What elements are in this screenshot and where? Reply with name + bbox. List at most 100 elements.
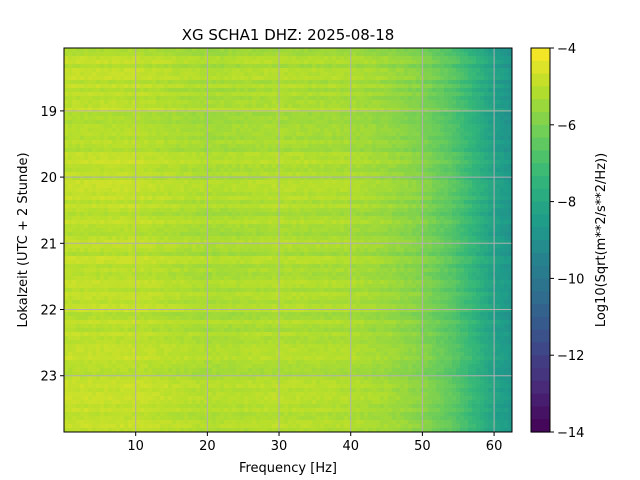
heatmap-cell <box>132 56 137 61</box>
heatmap-cell <box>352 188 357 193</box>
heatmap-cell <box>132 108 137 113</box>
heatmap-cell <box>212 120 217 125</box>
heatmap-cell <box>164 124 169 129</box>
heatmap-cell <box>120 60 125 65</box>
heatmap-cell <box>264 60 269 65</box>
heatmap-cell <box>404 196 409 201</box>
heatmap-cell <box>336 208 341 213</box>
heatmap-cell <box>380 80 385 85</box>
heatmap-cell <box>204 196 209 201</box>
heatmap-cell <box>264 76 269 81</box>
heatmap-cell <box>504 128 509 133</box>
heatmap-cell <box>180 88 185 93</box>
heatmap-cell <box>216 172 221 177</box>
heatmap-cell <box>368 92 373 97</box>
heatmap-cell <box>192 48 197 53</box>
heatmap-cell <box>372 196 377 201</box>
heatmap-cell <box>352 64 357 69</box>
heatmap-cell <box>308 216 313 221</box>
heatmap-cell <box>140 92 145 97</box>
heatmap-cell <box>316 72 321 77</box>
heatmap-cell <box>384 92 389 97</box>
heatmap-cell <box>192 156 197 161</box>
heatmap-cell <box>340 104 345 109</box>
heatmap-cell <box>156 128 161 133</box>
heatmap-cell <box>324 112 329 117</box>
heatmap-cell <box>476 96 481 101</box>
heatmap-cell <box>252 180 257 185</box>
heatmap-cell <box>184 148 189 153</box>
heatmap-cell <box>480 100 485 105</box>
heatmap-cell <box>444 176 449 181</box>
heatmap-cell <box>116 156 121 161</box>
heatmap-cell <box>120 128 125 133</box>
heatmap-cell <box>244 72 249 77</box>
heatmap-cell <box>416 60 421 65</box>
heatmap-cell <box>108 88 113 93</box>
heatmap-cell <box>476 88 481 93</box>
heatmap-cell <box>208 172 213 177</box>
heatmap-cell <box>308 100 313 105</box>
heatmap-cell <box>64 52 69 57</box>
heatmap-cell <box>112 68 117 73</box>
heatmap-cell <box>388 192 393 197</box>
heatmap-cell <box>364 48 369 53</box>
heatmap-cell <box>124 80 129 85</box>
heatmap-cell <box>192 88 197 93</box>
heatmap-cell <box>224 72 229 77</box>
heatmap-cell <box>372 76 377 81</box>
heatmap-cell <box>80 84 85 89</box>
heatmap-cell <box>68 148 73 153</box>
heatmap-cell <box>180 204 185 209</box>
heatmap-cell <box>208 212 213 217</box>
heatmap-cell <box>476 164 481 169</box>
heatmap-cell <box>400 68 405 73</box>
heatmap-cell <box>264 116 269 121</box>
heatmap-cell <box>284 176 289 181</box>
heatmap-cell <box>404 140 409 145</box>
heatmap-cell <box>380 156 385 161</box>
heatmap-cell <box>160 220 165 225</box>
heatmap-cell <box>448 144 453 149</box>
heatmap-cell <box>156 48 161 53</box>
heatmap-cell <box>220 220 225 225</box>
heatmap-cell <box>320 100 325 105</box>
heatmap-cell <box>80 52 85 57</box>
heatmap-cell <box>356 96 361 101</box>
heatmap-cell <box>204 96 209 101</box>
heatmap-cell <box>356 104 361 109</box>
heatmap-cell <box>368 136 373 141</box>
heatmap-cell <box>88 64 93 69</box>
heatmap-cell <box>336 124 341 129</box>
heatmap-cell <box>352 208 357 213</box>
heatmap-cell <box>460 204 465 209</box>
heatmap-cell <box>344 96 349 101</box>
heatmap-cell <box>412 84 417 89</box>
heatmap-cell <box>96 208 101 213</box>
heatmap-cell <box>452 192 457 197</box>
heatmap-cell <box>160 152 165 157</box>
heatmap-cell <box>204 64 209 69</box>
heatmap-cell <box>168 224 173 229</box>
heatmap-cell <box>88 96 93 101</box>
heatmap-cell <box>108 116 113 121</box>
heatmap-cell <box>508 60 512 65</box>
heatmap-cell <box>180 164 185 169</box>
heatmap-cell <box>372 100 377 105</box>
heatmap-cell <box>284 216 289 221</box>
heatmap-cell <box>168 216 173 221</box>
heatmap-cell <box>176 84 181 89</box>
heatmap-cell <box>292 200 297 205</box>
heatmap-cell <box>380 116 385 121</box>
heatmap-cell <box>436 204 441 209</box>
heatmap-cell <box>92 80 97 85</box>
heatmap-cell <box>368 220 373 225</box>
heatmap-cell <box>508 160 512 165</box>
heatmap-cell <box>228 160 233 165</box>
heatmap-cell <box>340 124 345 129</box>
heatmap-cell <box>256 164 261 169</box>
heatmap-cell <box>240 112 245 117</box>
heatmap-cell <box>432 92 437 97</box>
heatmap-cell <box>336 108 341 113</box>
heatmap-cell <box>284 108 289 113</box>
